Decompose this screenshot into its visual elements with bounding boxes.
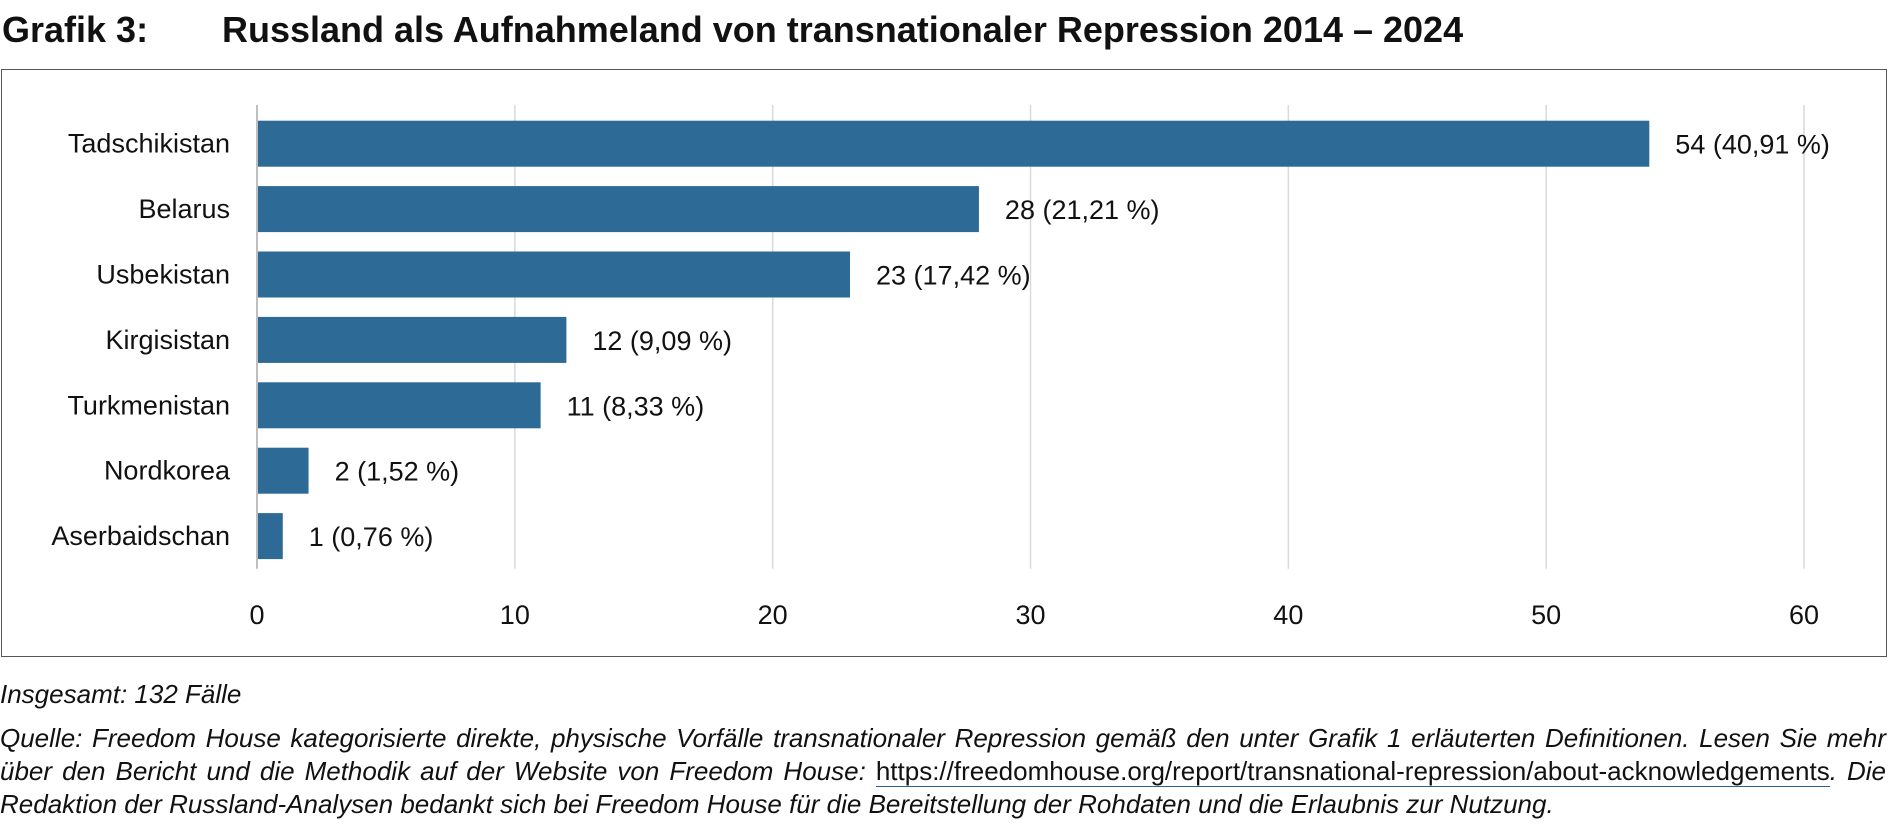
bar-chart: 0 10 20 30 40 50 60 Tadschikistan 54 (40,91 %) Be… xyxy=(51,105,1830,630)
figure-title: Russland als Aufnahmeland von transnatio… xyxy=(222,9,1464,50)
y-category-label: Aserbaidschan xyxy=(51,521,230,551)
y-category-label: Nordkorea xyxy=(104,456,231,486)
source-note: Quelle: Freedom House kategorisierte dir… xyxy=(0,722,1886,821)
data-label: 28 (21,21 %) xyxy=(1005,195,1160,225)
bar xyxy=(258,251,851,298)
source-text-part1: Quelle: Freedom House kategorisierte dir… xyxy=(0,723,1886,786)
chart-frame: 0 10 20 30 40 50 60 Tadschikistan 54 (40,91 %) Be… xyxy=(1,69,1887,657)
x-tick-label: 10 xyxy=(500,600,530,630)
y-category-label: Usbekistan xyxy=(96,260,230,290)
bar xyxy=(258,316,567,363)
bar xyxy=(258,447,309,494)
data-label: 12 (9,09 %) xyxy=(592,326,732,356)
data-label: 54 (40,91 %) xyxy=(1675,130,1830,160)
y-category-label: Belarus xyxy=(138,194,230,224)
data-label: 23 (17,42 %) xyxy=(876,261,1031,291)
y-category-label: Kirgisistan xyxy=(105,325,230,355)
source-text-part2: . Die Redaktion der Russland-Analysen be… xyxy=(0,756,1886,819)
figure-label: Grafik 3: xyxy=(2,9,149,50)
x-tick-label: 60 xyxy=(1789,600,1819,630)
data-label: 1 (0,76 %) xyxy=(309,522,434,552)
figure-header: Grafik 3: Russland als Aufnahmeland von … xyxy=(0,8,1890,52)
data-label: 2 (1,52 %) xyxy=(335,457,460,487)
x-tick-label: 0 xyxy=(249,600,264,630)
data-label: 11 (8,33 %) xyxy=(567,391,705,421)
total-note: Insgesamt: 132 Fälle xyxy=(0,679,242,709)
x-tick-label: 30 xyxy=(1015,600,1045,630)
bar xyxy=(258,513,283,560)
y-category-label: Turkmenistan xyxy=(67,390,230,420)
x-tick-label: 40 xyxy=(1273,600,1303,630)
x-tick-label: 50 xyxy=(1531,600,1561,630)
bar xyxy=(258,120,1650,167)
figure-notes: Insgesamt: 132 Fälle Quelle: Freedom Hou… xyxy=(0,676,1886,821)
bar xyxy=(258,382,541,429)
x-tick-label: 20 xyxy=(758,600,788,630)
source-link[interactable]: https://freedomhouse.org/report/transnat… xyxy=(875,756,1830,787)
y-category-label: Tadschikistan xyxy=(68,129,230,159)
bar xyxy=(258,186,979,233)
